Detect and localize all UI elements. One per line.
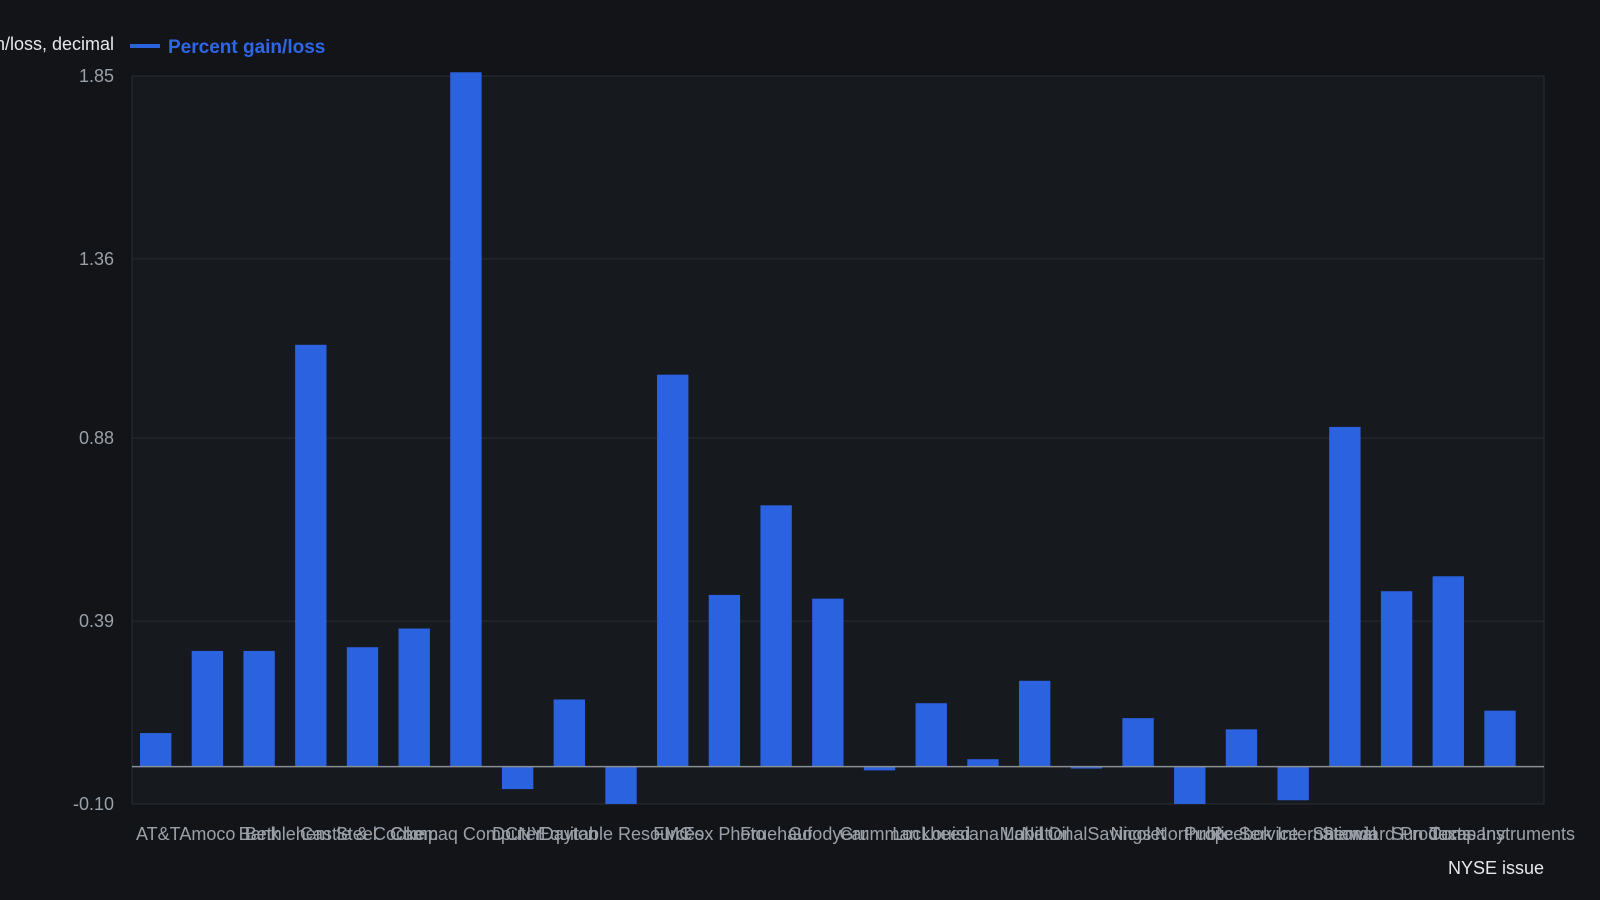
bar[interactable] bbox=[1380, 591, 1413, 767]
grid-lines bbox=[132, 75, 1544, 805]
bar[interactable] bbox=[657, 374, 689, 767]
x-tick-label: Nicolet bbox=[1111, 824, 1166, 844]
x-tick-label: Amoco bbox=[179, 824, 235, 844]
x-tick-label: NationalSavings bbox=[1021, 824, 1151, 844]
x-tick-label: Northrop bbox=[1155, 824, 1225, 844]
bar[interactable] bbox=[1277, 766, 1309, 801]
x-tick-label: AT&T bbox=[136, 824, 181, 844]
legend[interactable]: Percent gain/loss bbox=[130, 37, 325, 58]
bar[interactable] bbox=[708, 594, 741, 767]
bar[interactable] bbox=[346, 647, 379, 767]
bar[interactable] bbox=[1122, 718, 1154, 767]
bar[interactable] bbox=[1329, 426, 1361, 767]
bar[interactable] bbox=[812, 598, 844, 767]
bar[interactable] bbox=[1174, 766, 1206, 804]
x-tick-label: Sherwin bbox=[1312, 824, 1377, 844]
x-tick-label: Goodyear bbox=[788, 824, 867, 844]
x-tick-label: Fruehauf bbox=[740, 824, 813, 844]
legend-label: Percent gain/loss bbox=[168, 37, 325, 58]
bar[interactable] bbox=[863, 766, 896, 771]
x-tick-label: Compaq Computer bbox=[390, 824, 542, 844]
y-axis-ticks: 1.85 1.36 0.88 0.39 -0.10 bbox=[73, 66, 114, 814]
x-tick-label: Mobil Oil bbox=[1000, 824, 1070, 844]
x-tick-label: Lockheed bbox=[892, 824, 970, 844]
bar[interactable] bbox=[915, 703, 947, 767]
x-tick-label: Bank bbox=[239, 824, 281, 844]
bar[interactable] bbox=[295, 344, 327, 767]
x-tick-label: Reebok International bbox=[1210, 824, 1376, 844]
x-tick-label: DCNY bbox=[492, 824, 543, 844]
bar[interactable] bbox=[243, 650, 275, 767]
bar[interactable] bbox=[1225, 729, 1258, 767]
x-tick-label: Louisiana Land bbox=[922, 824, 1044, 844]
bar[interactable] bbox=[1484, 710, 1516, 767]
bars bbox=[140, 72, 1516, 804]
x-tick-label: Castle & Cooke bbox=[300, 824, 425, 844]
x-axis-title: NYSE issue bbox=[1448, 858, 1544, 878]
bar[interactable] bbox=[501, 766, 534, 790]
x-tick-label: Chem bbox=[390, 824, 438, 844]
y-tick-label: 1.36 bbox=[79, 249, 114, 269]
x-tick-label: Fox Photo bbox=[683, 824, 765, 844]
bar[interactable] bbox=[1432, 576, 1464, 767]
bar[interactable] bbox=[140, 733, 172, 767]
bar[interactable] bbox=[450, 72, 482, 767]
x-tick-label: Texas Instruments bbox=[1429, 824, 1575, 844]
x-tick-label: Sun Company bbox=[1391, 824, 1505, 844]
y-tick-label: 1.85 bbox=[79, 66, 114, 86]
bar[interactable] bbox=[1018, 680, 1051, 767]
bar[interactable] bbox=[191, 650, 224, 767]
bar[interactable] bbox=[398, 628, 430, 767]
x-tick-label: Grumman bbox=[840, 824, 920, 844]
bar[interactable] bbox=[967, 759, 999, 767]
x-tick-label: FMC bbox=[653, 824, 692, 844]
y-axis-title: Percent gain/loss, decimal bbox=[0, 34, 114, 54]
y-tick-label: -0.10 bbox=[73, 794, 114, 814]
x-tick-label: Standard Products bbox=[1322, 824, 1471, 844]
y-tick-label: 0.39 bbox=[79, 611, 114, 631]
bar[interactable] bbox=[553, 699, 586, 767]
bar[interactable] bbox=[605, 766, 637, 804]
y-tick-label: 0.88 bbox=[79, 428, 114, 448]
x-tick-label: Dayton bbox=[541, 824, 598, 844]
x-tick-label: Bethlehem Steel bbox=[245, 824, 377, 844]
bar[interactable] bbox=[760, 505, 792, 767]
x-tick-label: Public Service bbox=[1184, 824, 1298, 844]
bar[interactable] bbox=[1070, 766, 1103, 769]
x-tick-label: Equitable Resources bbox=[538, 824, 704, 844]
